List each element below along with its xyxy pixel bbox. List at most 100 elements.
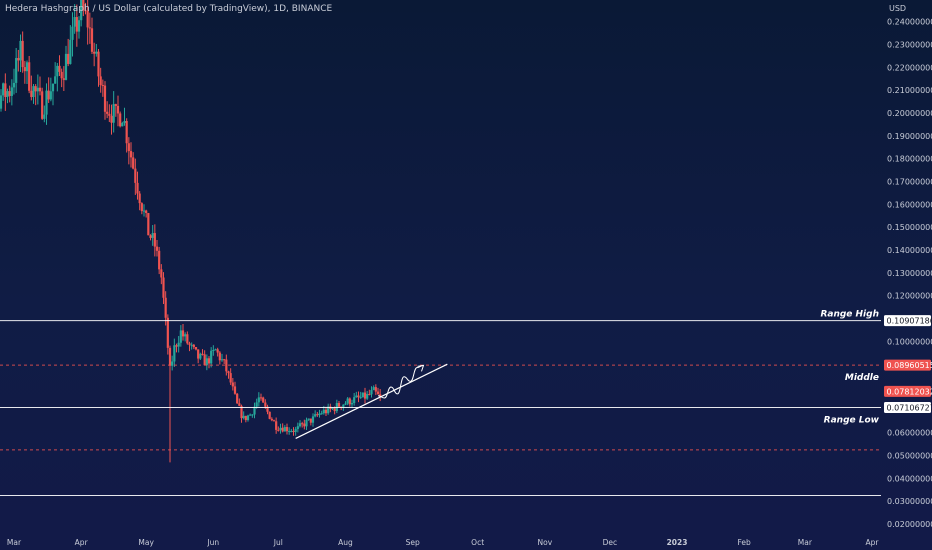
candle-body[interactable] <box>51 83 55 92</box>
candle-body[interactable] <box>290 430 293 432</box>
candle-body[interactable] <box>292 430 295 432</box>
candle-body[interactable] <box>138 193 141 204</box>
candle-body[interactable] <box>97 51 100 77</box>
candle-body[interactable] <box>160 269 163 278</box>
candle-body[interactable] <box>151 233 154 238</box>
candle-body[interactable] <box>279 427 282 431</box>
candle-body[interactable] <box>134 168 137 183</box>
candle-body[interactable] <box>233 386 237 394</box>
candle-body[interactable] <box>168 347 172 366</box>
candle-body[interactable] <box>93 51 96 54</box>
candle-body[interactable] <box>73 17 76 27</box>
candle-body[interactable] <box>127 143 130 152</box>
candle-body[interactable] <box>337 403 341 407</box>
candle-body[interactable] <box>88 27 91 29</box>
candle-body[interactable] <box>114 104 117 106</box>
candle-body[interactable] <box>60 71 63 79</box>
candle-body[interactable] <box>379 394 382 397</box>
candle-body[interactable] <box>75 17 78 32</box>
candle-body[interactable] <box>305 419 308 427</box>
candle-body[interactable] <box>136 182 139 194</box>
candle-body[interactable] <box>112 104 115 123</box>
candle-body[interactable] <box>318 413 321 416</box>
candle-body[interactable] <box>90 28 94 52</box>
candle-body[interactable] <box>186 334 189 344</box>
candle-body[interactable] <box>348 398 351 405</box>
candle-body[interactable] <box>47 90 50 100</box>
candle-body[interactable] <box>190 344 193 346</box>
candle-body[interactable] <box>82 0 85 11</box>
candle-body[interactable] <box>164 297 167 318</box>
support-trendline[interactable] <box>295 363 448 439</box>
candle-body[interactable] <box>288 431 291 433</box>
candle-body[interactable] <box>199 353 202 359</box>
candle-body[interactable] <box>158 250 161 270</box>
candle-body[interactable] <box>184 334 187 337</box>
projection-path[interactable] <box>377 364 424 399</box>
candle-body[interactable] <box>58 65 61 72</box>
candle-body[interactable] <box>238 403 241 406</box>
candle-body[interactable] <box>34 86 37 92</box>
candle-body[interactable] <box>314 414 317 417</box>
candle-body[interactable] <box>142 210 146 212</box>
candle-body[interactable] <box>372 387 375 391</box>
candle-body[interactable] <box>36 87 39 92</box>
candle-body[interactable] <box>231 382 234 387</box>
candle-body[interactable] <box>272 420 276 422</box>
candle-body[interactable] <box>67 53 70 64</box>
candle-body[interactable] <box>342 404 345 408</box>
candle-body[interactable] <box>357 395 360 398</box>
candle-body[interactable] <box>181 330 185 337</box>
candle-body[interactable] <box>370 390 373 395</box>
candle-body[interactable] <box>49 91 52 100</box>
candle-body[interactable] <box>264 402 267 407</box>
candle-body[interactable] <box>236 393 239 404</box>
candle-body[interactable] <box>188 343 191 345</box>
candle-body[interactable] <box>38 87 42 92</box>
candle-body[interactable] <box>201 353 204 355</box>
candle-body[interactable] <box>17 58 20 61</box>
candle-body[interactable] <box>10 87 13 96</box>
candle-body[interactable] <box>324 409 328 414</box>
candle-body[interactable] <box>277 429 280 431</box>
candle-body[interactable] <box>281 427 284 432</box>
candle-body[interactable] <box>179 330 182 343</box>
candle-body[interactable] <box>303 423 306 427</box>
candle-body[interactable] <box>309 418 312 423</box>
candle-body[interactable] <box>155 246 159 251</box>
candle-body[interactable] <box>270 418 273 421</box>
candle-body[interactable] <box>106 111 109 114</box>
candle-body[interactable] <box>64 53 68 80</box>
candle-body[interactable] <box>86 10 89 28</box>
candle-body[interactable] <box>32 86 35 98</box>
candle-body[interactable] <box>223 359 226 361</box>
candle-body[interactable] <box>251 414 254 416</box>
candle-body[interactable] <box>366 394 369 399</box>
candle-body[interactable] <box>62 78 65 80</box>
candle-body[interactable] <box>212 349 215 351</box>
candle-body[interactable] <box>294 429 297 432</box>
candle-body[interactable] <box>268 411 271 419</box>
candle-body[interactable] <box>140 203 143 212</box>
candle-body[interactable] <box>6 91 9 98</box>
candle-body[interactable] <box>21 40 24 68</box>
candle-body[interactable] <box>259 397 263 399</box>
candle-body[interactable] <box>69 39 72 64</box>
candle-body[interactable] <box>262 397 265 403</box>
candle-body[interactable] <box>361 392 364 398</box>
candle-body[interactable] <box>99 76 102 85</box>
candle-body[interactable] <box>197 349 200 359</box>
candle-body[interactable] <box>242 415 245 419</box>
candle-body[interactable] <box>322 409 325 414</box>
candle-body[interactable] <box>110 115 113 123</box>
candle-body[interactable] <box>80 0 83 21</box>
candle-body[interactable] <box>214 349 217 351</box>
candle-body[interactable] <box>77 20 81 32</box>
candle-body[interactable] <box>353 397 356 404</box>
candle-body[interactable] <box>103 85 107 112</box>
candle-body[interactable] <box>147 213 150 236</box>
candle-body[interactable] <box>225 359 228 372</box>
candle-body[interactable] <box>220 359 224 361</box>
candle-body[interactable] <box>43 114 46 119</box>
